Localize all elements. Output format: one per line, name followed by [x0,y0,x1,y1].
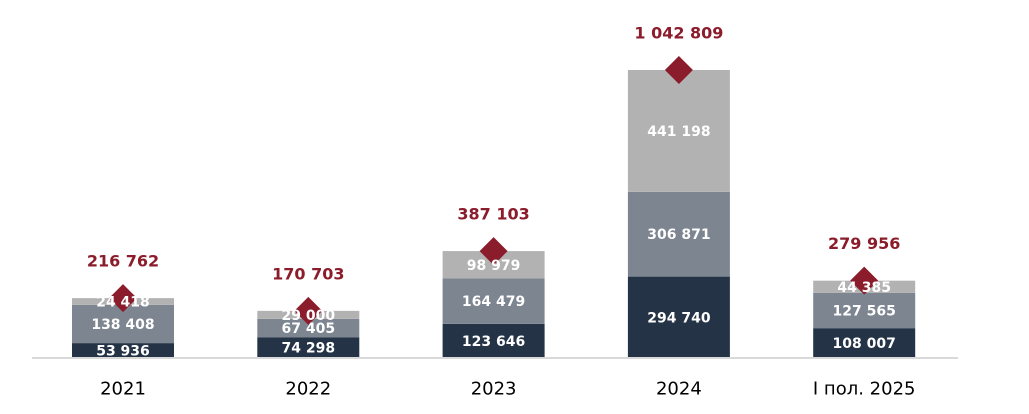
total-value-label: 216 762 [87,252,159,271]
segment-value-label: 67 405 [282,321,336,337]
segment-value-label: 294 740 [647,310,711,326]
segment-value-label: 108 007 [833,336,896,352]
total-marker-diamond [479,237,508,266]
bar-segment [257,318,360,338]
total-value-label: 1 042 809 [634,24,723,43]
bar-segment [627,70,730,192]
total-marker-diamond [850,266,879,295]
segment-value-label: 306 871 [647,227,710,243]
total-marker-diamond [109,284,137,313]
total-marker-diamond [294,296,323,325]
bar-segment [442,278,545,324]
segment-value-label: 123 646 [462,334,525,350]
total-value-label: 279 956 [828,234,900,253]
x-tick-label: 2023 [471,379,517,400]
bar-segment [442,323,545,358]
bar-segment [257,337,360,358]
total-value-label: 170 703 [272,264,344,283]
segment-value-label: 441 198 [647,124,710,140]
bar-segment [72,343,174,358]
total-marker-diamond [664,56,693,84]
total-value-label: 387 103 [457,205,529,224]
x-tick-label: I пол. 2025 [813,379,916,400]
segment-value-label: 98 979 [467,258,521,274]
segment-value-label: 29 000 [282,308,336,324]
bar-segment [627,276,730,358]
x-tick-label: 2022 [285,379,331,400]
bar-segment [813,292,916,329]
bar-segment [813,328,916,358]
segment-value-label: 44 385 [837,280,891,296]
x-tick-label: 2021 [100,379,146,400]
segment-value-label: 53 936 [96,344,150,360]
segment-value-label: 74 298 [282,341,336,357]
segment-value-label: 24 418 [96,295,150,311]
segment-value-label: 164 479 [462,294,525,310]
x-tick-label: 2024 [656,379,702,400]
segment-value-label: 127 565 [833,304,896,320]
segment-value-label: 138 408 [91,317,154,333]
bar-segment [627,191,730,277]
